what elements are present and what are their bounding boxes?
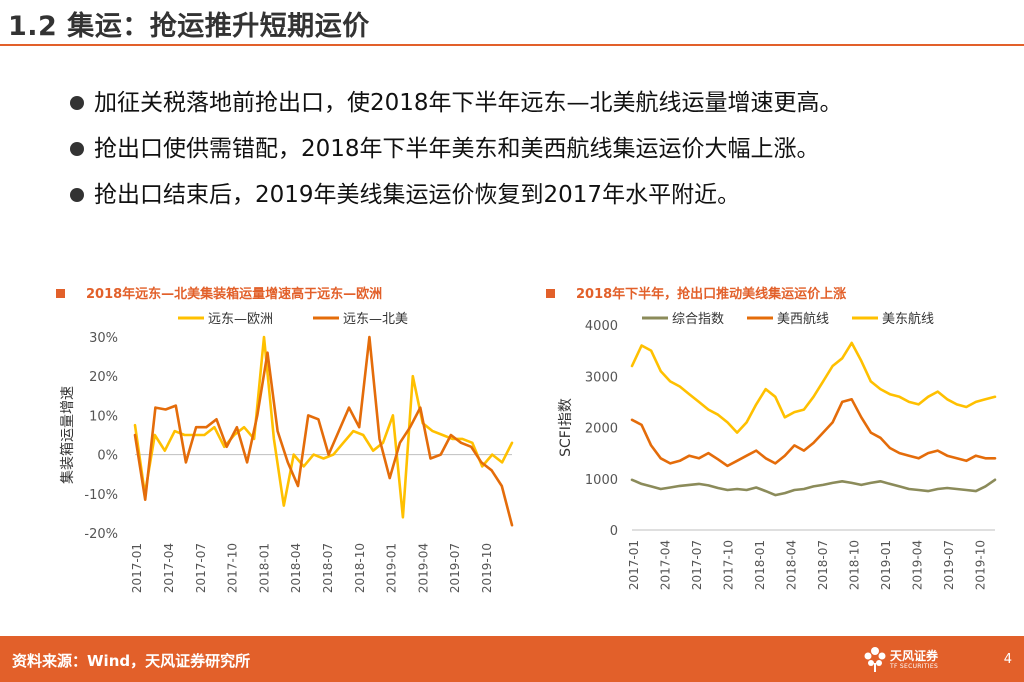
x-tick-label: 2017-07 (690, 540, 704, 590)
x-tick-label: 2019-01 (385, 543, 399, 593)
x-tick-label: 2017-07 (194, 543, 208, 593)
chart-title-marker (546, 289, 555, 298)
series-line-综合指数 (630, 478, 997, 497)
legend-label: 远东—北美 (343, 312, 408, 327)
x-tick-label: 2018-04 (785, 540, 799, 590)
y-tick-label: 0% (97, 449, 118, 464)
source-note: 资料来源：Wind，天风证券研究所 (12, 652, 251, 670)
footer-bar: 资料来源：Wind，天风证券研究所 天风证券 TF SECURITIES 4 (0, 636, 1024, 682)
y-tick-label: -10% (84, 488, 118, 503)
bullet-item: 抢出口使供需错配，2018年下半年美东和美西航线集运运价大幅上涨。 (62, 126, 843, 172)
x-tick-label: 2019-04 (911, 540, 925, 590)
y-tick-label: 4000 (585, 319, 618, 334)
series-line-美西航线 (630, 397, 997, 468)
brand-logo: 天风证券 TF SECURITIES (862, 643, 954, 675)
x-tick-label: 2017-10 (226, 543, 240, 593)
x-tick-label: 2019-04 (416, 543, 430, 593)
x-tick-label: 2019-10 (480, 543, 494, 593)
x-tick-label: 2019-07 (448, 543, 462, 593)
x-tick-label: 2018-01 (753, 540, 767, 590)
x-tick-label: 2017-04 (162, 543, 176, 593)
x-tick-label: 2017-04 (659, 540, 673, 590)
y-tick-label: 0 (610, 524, 618, 539)
x-tick-label: 2018-07 (321, 543, 335, 593)
chart-title-marker (56, 289, 65, 298)
series-line-远东—北美 (133, 335, 514, 527)
x-tick-label: 2018-01 (257, 543, 271, 593)
y-tick-label: 10% (89, 409, 118, 424)
bullet-list: 加征关税落地前抢出口，使2018年下半年远东—北美航线运量增速更高。 抢出口使供… (62, 80, 843, 218)
chart-title: 2018年下半年，抢出口推动美线集运运价上涨 (576, 286, 846, 302)
y-axis-title: SCFI指数 (558, 398, 574, 457)
bullet-item: 加征关税落地前抢出口，使2018年下半年远东—北美航线运量增速更高。 (62, 80, 843, 126)
y-axis-title: 集装箱运量增速 (59, 386, 76, 484)
y-tick-label: 3000 (585, 370, 618, 385)
x-tick-label: 2017-01 (130, 543, 144, 593)
legend-label: 美西航线 (777, 311, 829, 327)
title-rule (0, 44, 1024, 46)
y-tick-label: 2000 (585, 422, 618, 437)
legend-label: 远东—欧洲 (208, 312, 273, 327)
y-tick-label: 1000 (585, 473, 618, 488)
x-tick-label: 2018-10 (848, 540, 862, 590)
series-line-美东航线 (630, 341, 997, 434)
x-tick-label: 2019-07 (942, 540, 956, 590)
series-line-远东—欧洲 (133, 335, 514, 519)
legend-label: 美东航线 (882, 311, 934, 327)
x-tick-label: 2019-10 (974, 540, 988, 590)
x-tick-label: 2018-10 (353, 543, 367, 593)
logo-text-cn: 天风证券 (890, 649, 939, 663)
x-tick-label: 2017-01 (627, 540, 641, 590)
x-tick-label: 2018-04 (289, 543, 303, 593)
y-tick-label: 30% (89, 331, 118, 346)
x-tick-label: 2019-01 (879, 540, 893, 590)
page-number: 4 (1003, 652, 1012, 667)
bullet-item: 抢出口结束后，2019年美线集运运价恢复到2017年水平附近。 (62, 172, 843, 218)
logo-text-en: TF SECURITIES (890, 663, 939, 670)
flower-logo-icon (864, 647, 886, 672)
x-tick-label: 2018-07 (816, 540, 830, 590)
y-tick-label: -20% (84, 527, 118, 542)
page-title: 1.2 集运：抢运推升短期运价 (8, 11, 370, 42)
chart-title: 2018年远东—北美集装箱运量增速高于远东—欧洲 (86, 286, 382, 302)
x-tick-label: 2017-10 (722, 540, 736, 590)
y-tick-label: 20% (89, 370, 118, 385)
legend-label: 综合指数 (672, 312, 724, 327)
